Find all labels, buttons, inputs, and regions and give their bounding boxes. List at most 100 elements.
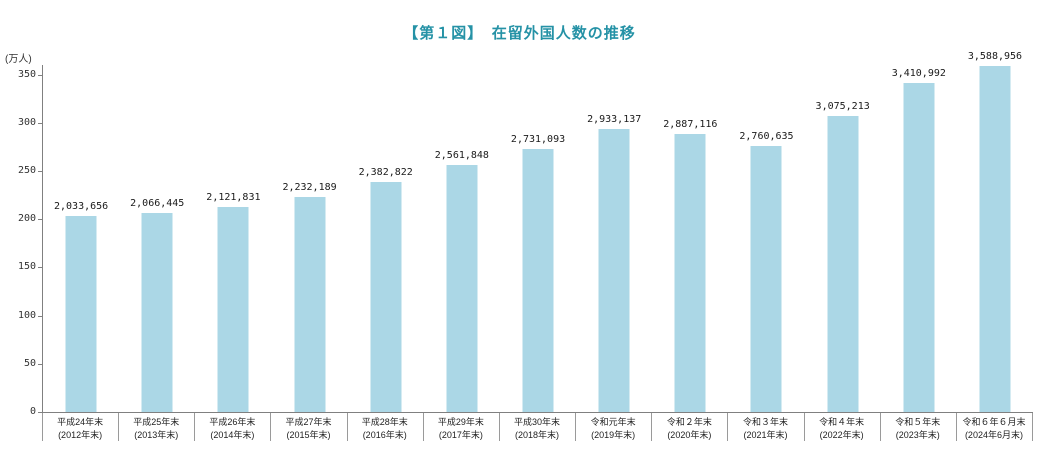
- bar: [827, 116, 859, 412]
- x-tick-label-era: 平成30年末: [514, 417, 561, 427]
- y-tick-mark: [38, 412, 42, 413]
- x-tick-label-era: 令和３年末: [742, 417, 788, 427]
- y-tick-mark: [38, 171, 42, 173]
- bar-group: 2,731,093: [500, 65, 576, 412]
- x-tick-label: 令和４年末 (2022年末): [804, 413, 880, 447]
- bar-group: 3,075,213: [805, 65, 881, 412]
- bar-value-label: 2,232,189: [282, 182, 337, 193]
- x-category-separator: [270, 413, 271, 441]
- bar: [522, 149, 554, 412]
- y-tick-label: 300: [17, 116, 36, 128]
- x-category-separator: [727, 413, 728, 441]
- y-tick-mark: [38, 315, 42, 317]
- x-tick-label: 平成28年末 (2016年末): [347, 413, 423, 447]
- bar-value-label: 3,588,956: [967, 51, 1023, 62]
- bar-value-label: 2,760,635: [739, 131, 794, 142]
- bar-value-label: 2,382,822: [358, 167, 413, 178]
- x-tick-label-year: (2013年末): [134, 430, 179, 441]
- bar-group: 2,232,189: [271, 65, 347, 412]
- x-tick-label: 平成25年末 (2013年末): [118, 413, 194, 447]
- x-tick-label: 平成24年末 (2012年末): [42, 413, 118, 447]
- x-tick-label: 令和２年末 (2020年末): [651, 413, 727, 447]
- x-category-separator: [880, 413, 881, 441]
- x-tick-label-year: (2017年末): [438, 430, 483, 441]
- bar: [141, 213, 173, 412]
- x-tick-label-year: (2012年末): [58, 430, 103, 441]
- bar: [65, 216, 97, 412]
- bar-group: 2,887,116: [652, 65, 728, 412]
- x-tick-label: 令和５年末 (2023年末): [880, 413, 956, 447]
- y-tick-label: 250: [17, 165, 36, 177]
- chart-title: 【第１図】 在留外国人数の推移: [403, 25, 636, 42]
- x-tick-label-year: (2014年末): [210, 430, 255, 441]
- y-tick-label: 50: [23, 357, 36, 369]
- y-tick-label: 350: [17, 68, 36, 80]
- x-tick-label-era: 平成26年末: [209, 417, 256, 427]
- x-category-separator: [956, 413, 957, 441]
- x-category-separator: [575, 413, 576, 441]
- y-tick-mark: [38, 363, 42, 365]
- bar-value-label: 2,561,848: [434, 150, 489, 161]
- x-tick-label-year: (2023年末): [895, 430, 940, 441]
- bar-value-label: 3,075,213: [815, 101, 870, 112]
- x-tick-label-era: 平成29年末: [437, 417, 484, 427]
- x-axis-labels: 平成24年末 (2012年末) 平成25年末 (2013年末) 平成26年末 (2014年…: [42, 413, 1032, 447]
- x-tick-label-year: (2022年末): [819, 430, 864, 441]
- bar-group: 3,588,956: [957, 51, 1033, 412]
- y-axis-unit-label: (万人): [5, 54, 32, 65]
- bar: [370, 182, 402, 412]
- bar-group: 2,033,656: [43, 65, 119, 412]
- y-tick-mark: [38, 74, 42, 76]
- y-tick-label: 200: [17, 213, 36, 225]
- x-tick-label-era: 平成25年末: [133, 417, 180, 427]
- x-tick-label-year: (2021年末): [743, 430, 788, 441]
- x-category-separator: [1032, 413, 1033, 441]
- x-tick-label-year: (2019年末): [591, 430, 636, 441]
- x-tick-label-era: 令和４年末: [819, 417, 865, 427]
- bar: [446, 165, 478, 412]
- bar-group: 2,561,848: [424, 65, 500, 412]
- x-category-separator: [423, 413, 424, 441]
- bar-group: 2,760,635: [728, 65, 804, 412]
- x-tick-label-year: (2024年6月末): [964, 430, 1023, 441]
- x-category-separator: [651, 413, 652, 441]
- y-tick-label: 100: [17, 309, 36, 321]
- bar-value-label: 2,887,116: [663, 119, 718, 130]
- y-tick-mark: [38, 122, 42, 124]
- bar-group: 3,410,992: [881, 65, 957, 412]
- x-tick-label: 平成27年末 (2015年末): [270, 413, 346, 447]
- plot-area: 2,033,656 2,066,445 2,121,831 2,232,189 2,38…: [42, 51, 1033, 413]
- bar-value-label: 2,066,445: [130, 198, 185, 209]
- x-category-separator: [347, 413, 348, 441]
- x-tick-label-year: (2016年末): [362, 430, 407, 441]
- bar-value-label: 2,731,093: [510, 134, 566, 145]
- x-tick-label-era: 令和２年末: [666, 417, 712, 427]
- bar: [979, 66, 1011, 412]
- bar-value-label: 2,121,831: [206, 192, 261, 203]
- x-tick-label-year: (2018年末): [515, 430, 560, 441]
- y-tick-label: 150: [17, 261, 36, 273]
- y-tick-mark: [38, 219, 42, 221]
- x-category-separator: [499, 413, 500, 441]
- bar-group: 2,121,831: [195, 65, 271, 412]
- x-tick-label: 平成29年末 (2017年末): [423, 413, 499, 447]
- x-category-separator: [42, 413, 43, 441]
- x-category-separator: [194, 413, 195, 441]
- bar: [903, 83, 935, 412]
- bar-value-label: 2,033,656: [53, 201, 109, 212]
- x-tick-label: 令和３年末 (2021年末): [727, 413, 803, 447]
- x-category-separator: [118, 413, 119, 441]
- bars-container: 2,033,656 2,066,445 2,121,831 2,232,189 2,38…: [43, 51, 1033, 412]
- bar-value-label: 2,933,137: [587, 114, 642, 125]
- x-tick-label-era: 平成24年末: [57, 417, 104, 427]
- x-tick-label-year: (2015年末): [286, 430, 331, 441]
- bar-group: 2,066,445: [119, 65, 195, 412]
- bar: [750, 146, 782, 412]
- bar: [217, 207, 249, 412]
- x-tick-label-era: 令和６年６月末: [962, 417, 1026, 427]
- x-tick-label-era: 令和元年末: [590, 417, 636, 427]
- bar: [598, 129, 630, 412]
- y-tick-mark: [38, 267, 42, 269]
- x-tick-label-year: (2020年末): [667, 430, 712, 441]
